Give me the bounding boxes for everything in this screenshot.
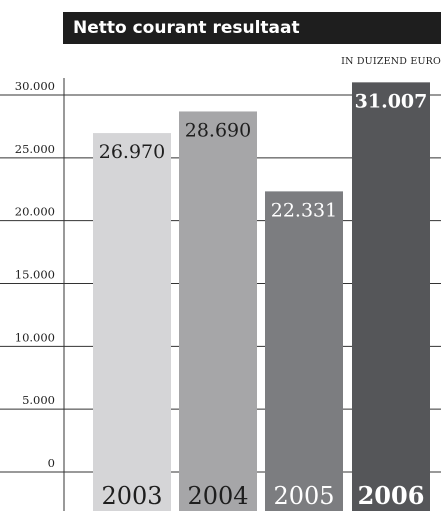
x-tick-label: 2004	[187, 482, 248, 510]
unit-label: IN DUIZEND EURO	[341, 56, 441, 67]
y-tick-label: 30.000	[15, 79, 55, 93]
bar-2006	[352, 82, 430, 511]
y-tick-label: 20.000	[15, 205, 55, 219]
x-axis-labels: 2003 2004 2005 2006	[101, 481, 424, 510]
y-tick-label: 5.000	[22, 393, 55, 407]
value-label: 26.970	[99, 141, 165, 163]
bar-2003	[93, 133, 171, 511]
bar-2005	[265, 191, 343, 511]
y-tick-label: 15.000	[15, 268, 55, 282]
chart-title: Netto courant resultaat	[63, 12, 441, 44]
x-tick-label: 2006	[358, 481, 425, 510]
value-label: 31.007	[355, 90, 428, 112]
y-tick-label: 0	[48, 456, 55, 470]
y-tick-label: 25.000	[15, 142, 55, 156]
x-tick-label: 2003	[101, 482, 162, 510]
value-labels: 26.970 28.690 22.331 31.007	[99, 90, 428, 221]
x-tick-label: 2005	[273, 482, 334, 510]
bars	[93, 82, 430, 511]
value-label: 22.331	[271, 199, 337, 221]
bar-2004	[179, 111, 257, 511]
y-tick-label: 10.000	[15, 330, 55, 344]
y-axis-ticks: 0 5.000 10.000 15.000 20.000 25.000 30.000	[15, 79, 55, 470]
value-label: 28.690	[185, 119, 251, 141]
